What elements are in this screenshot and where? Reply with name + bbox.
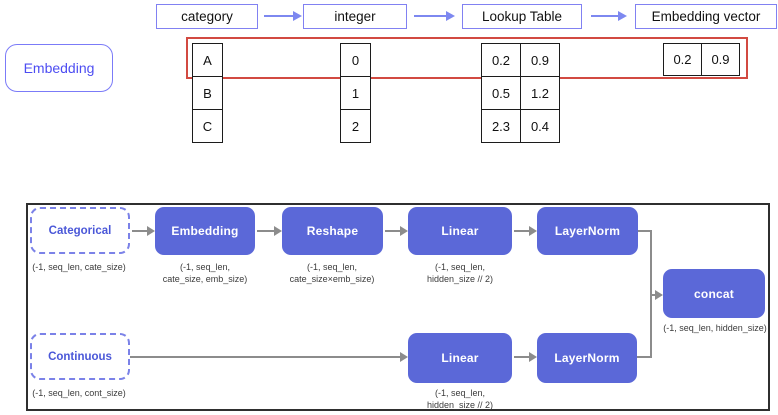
- table-cell: 0.5: [481, 76, 521, 110]
- flow-step-category: category: [156, 4, 258, 29]
- shape-label-reshape: (-1, seq_len, cate_size×emb_size): [289, 262, 375, 284]
- table-cell: 2.3: [481, 109, 521, 143]
- node-embedding: Embedding: [155, 207, 255, 255]
- arrow-shaft: [264, 15, 293, 17]
- table-cell: B: [192, 76, 223, 110]
- connector-line: [385, 230, 401, 232]
- right-arrow-icon: [400, 352, 408, 362]
- table-cell: 0.9: [701, 43, 740, 76]
- node-layernorm-bottom: LayerNorm: [537, 333, 637, 383]
- table-cell: 0.9: [520, 43, 560, 77]
- shape-label-concat: (-1, seq_len, hidden_size): [663, 323, 767, 333]
- node-layernorm-top: LayerNorm: [537, 207, 638, 255]
- arrow-shaft: [591, 15, 618, 17]
- flow-step-lookup-table: Lookup Table: [462, 4, 582, 29]
- shape-label-continuous: (-1, seq_len, cont_size): [32, 388, 126, 398]
- table-cell: 2: [340, 109, 371, 143]
- right-arrow-icon: [529, 352, 537, 362]
- node-linear-top: Linear: [408, 207, 512, 255]
- flow-step-embedding-vector: Embedding vector: [635, 4, 777, 29]
- table-cell: C: [192, 109, 223, 143]
- node-categorical-input: Categorical: [30, 207, 130, 254]
- table-cell: 1.2: [520, 76, 560, 110]
- connector-line: [130, 356, 400, 358]
- node-linear-bottom: Linear: [408, 333, 512, 383]
- right-arrow-icon: [529, 226, 537, 236]
- embedding-section-label: Embedding: [5, 44, 113, 92]
- table-cell: 1: [340, 76, 371, 110]
- right-arrow-icon: [274, 226, 282, 236]
- table-cell: 0: [340, 43, 371, 77]
- arrow-shaft: [414, 15, 446, 17]
- connector-line: [637, 356, 652, 358]
- flow-step-integer: integer: [303, 4, 407, 29]
- table-cell: 0.2: [663, 43, 702, 76]
- node-reshape: Reshape: [282, 207, 383, 255]
- shape-label-linear-bottom: (-1, seq_len, hidden_size // 2): [426, 388, 494, 410]
- shape-label-categorical: (-1, seq_len, cate_size): [32, 262, 126, 272]
- connector-line: [132, 230, 148, 232]
- node-concat: concat: [663, 269, 765, 318]
- right-arrow-icon: [655, 290, 663, 300]
- node-continuous-input: Continuous: [30, 333, 130, 380]
- table-cell: A: [192, 43, 223, 77]
- right-arrow-icon: [293, 11, 302, 21]
- connector-line: [650, 294, 656, 296]
- connector-line: [650, 295, 652, 358]
- shape-label-embedding: (-1, seq_len, cate_size, emb_size): [162, 262, 248, 284]
- right-arrow-icon: [400, 226, 408, 236]
- shape-label-linear-top: (-1, seq_len, hidden_size // 2): [426, 262, 494, 284]
- highlight-row-rect: [186, 37, 748, 79]
- right-arrow-icon: [147, 226, 155, 236]
- connector-line: [514, 230, 530, 232]
- connector-line: [257, 230, 275, 232]
- connector-line: [650, 230, 652, 296]
- connector-line: [638, 230, 652, 232]
- network-diagram-frame: [26, 203, 770, 411]
- connector-line: [514, 356, 530, 358]
- right-arrow-icon: [446, 11, 455, 21]
- right-arrow-icon: [618, 11, 627, 21]
- table-cell: 0.4: [520, 109, 560, 143]
- table-cell: 0.2: [481, 43, 521, 77]
